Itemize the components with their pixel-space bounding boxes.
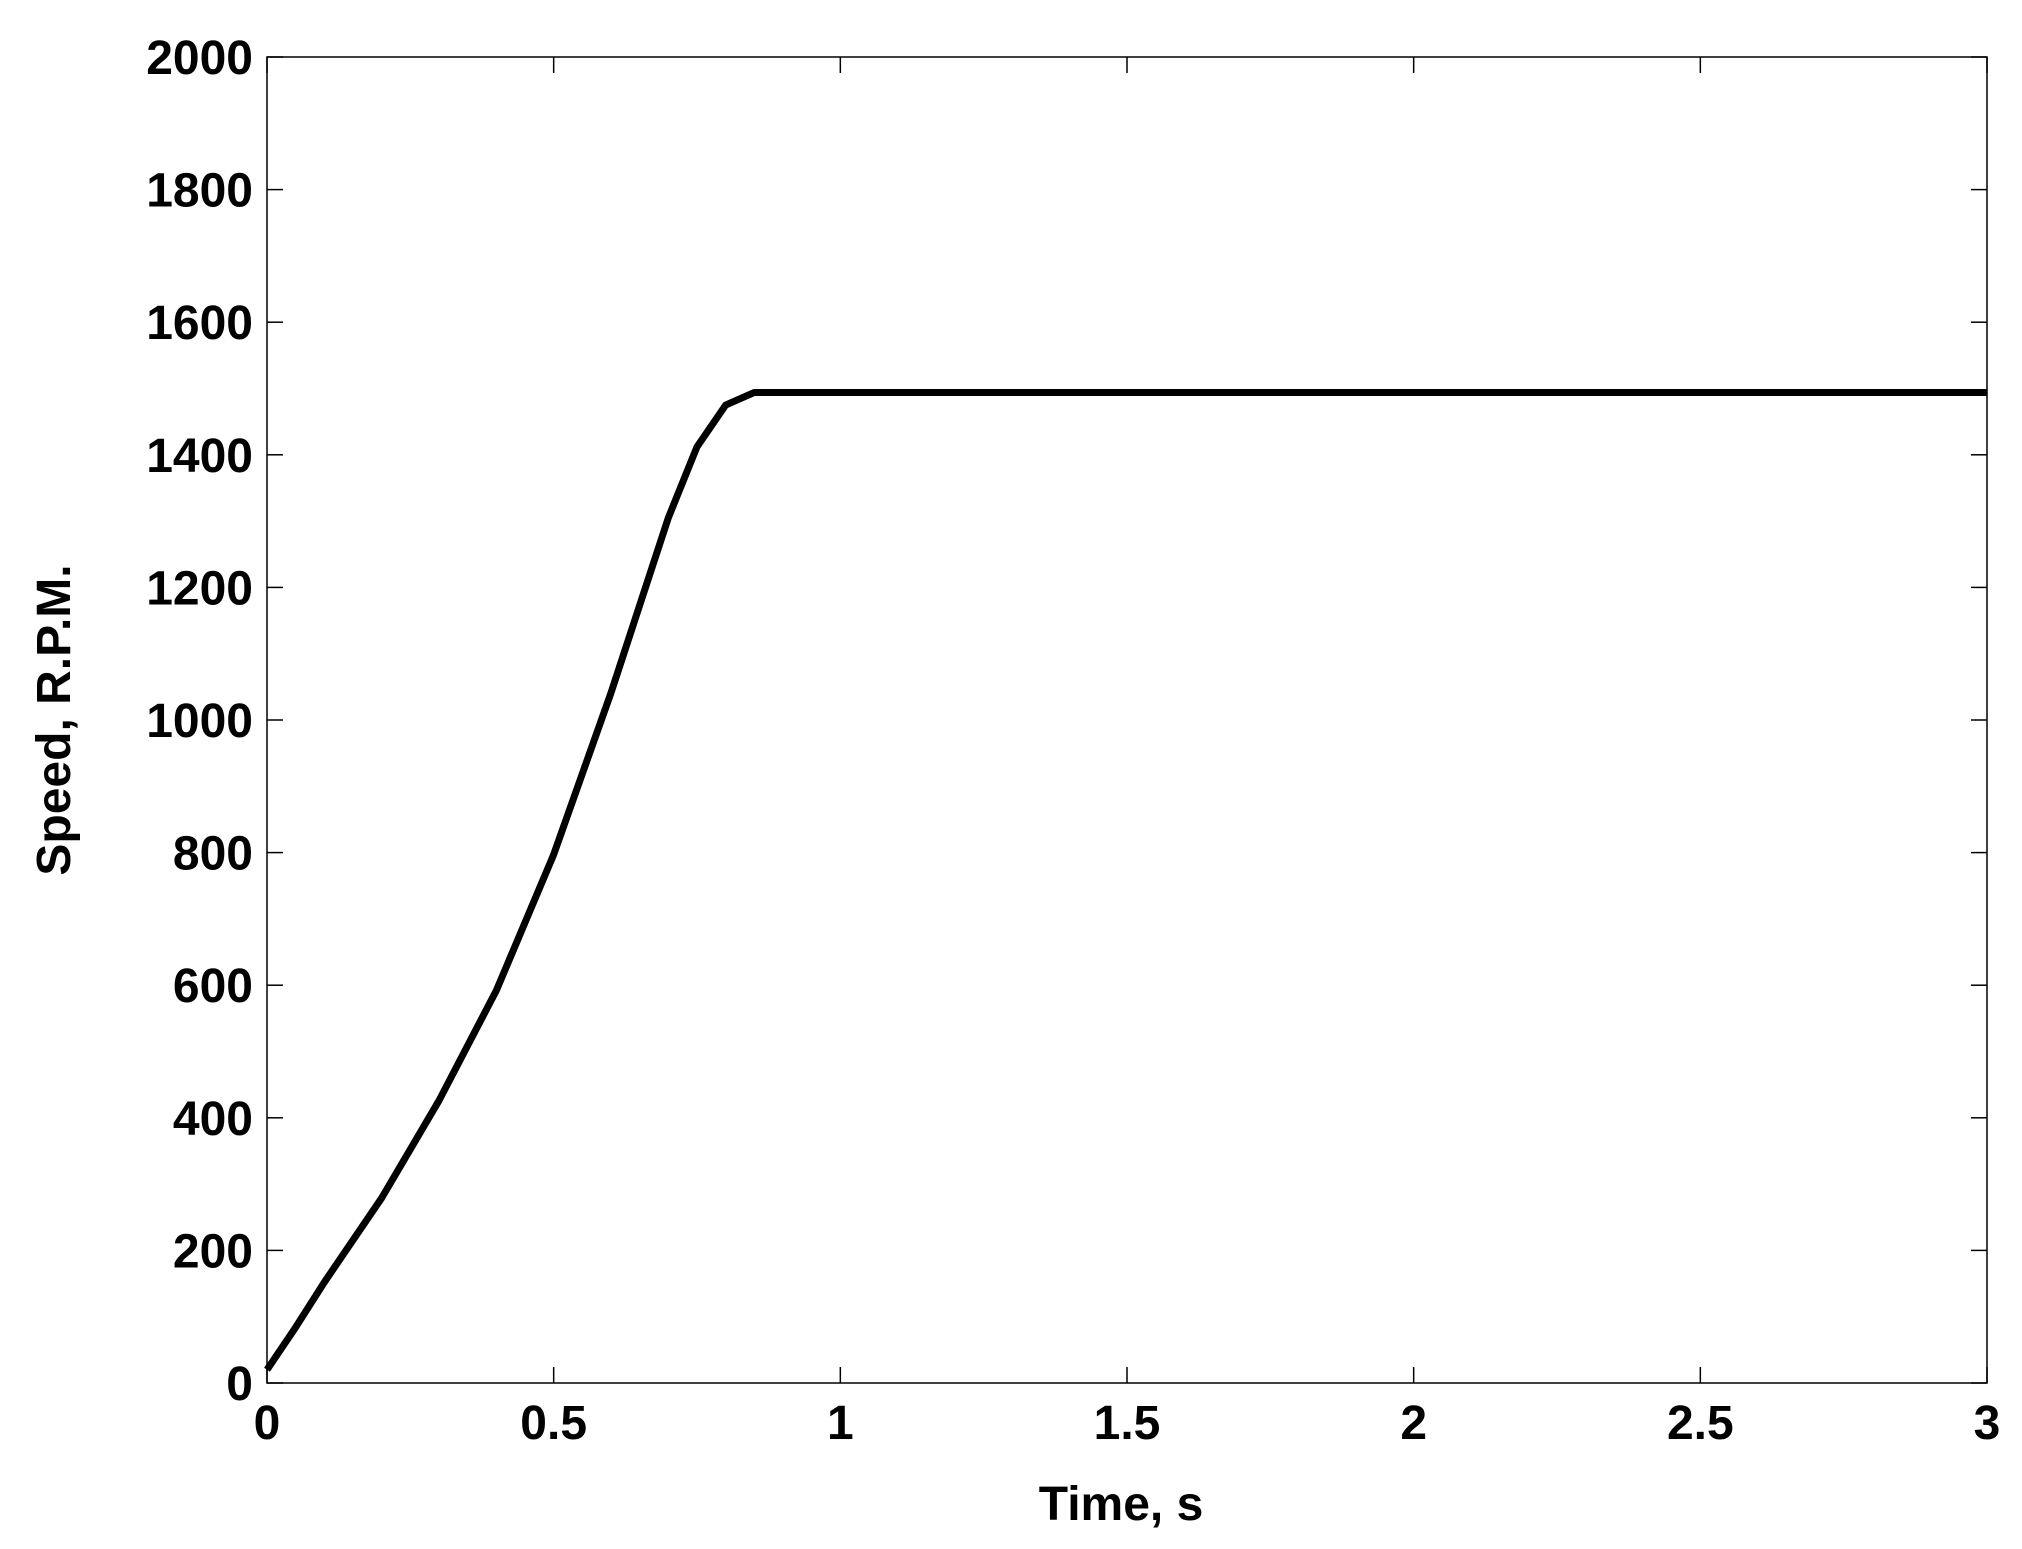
x-tick-label: 1.5 — [1094, 1397, 1161, 1450]
x-tick-label: 2.5 — [1667, 1397, 1734, 1450]
y-tick-label: 200 — [173, 1225, 253, 1278]
y-tick-label: 600 — [173, 960, 253, 1013]
x-tick-label: 3 — [1974, 1397, 2001, 1450]
plot-frame — [266, 56, 1988, 1384]
data-line — [264, 388, 1987, 1372]
y-tick-label: 1400 — [146, 430, 253, 483]
y-tick-label: 2000 — [146, 32, 253, 85]
x-tick-label: 2 — [1400, 1397, 1427, 1450]
y-tick-label: 1200 — [146, 562, 253, 615]
x-tick-label: 0.5 — [520, 1397, 587, 1450]
y-tick-label: 1000 — [146, 695, 253, 748]
x-axis-label: Time, s — [1039, 1478, 1204, 1531]
y-tick-label: 1600 — [146, 297, 253, 350]
y-tick-label: 800 — [173, 828, 253, 881]
y-tick-label: 1800 — [146, 165, 253, 218]
y-axis-label: Speed, R.P.M. — [28, 564, 81, 875]
x-tick-label: 1 — [827, 1397, 854, 1450]
x-tick-label: 0 — [254, 1397, 281, 1450]
y-tick-label: 0 — [226, 1358, 253, 1411]
y-tick-label: 400 — [173, 1093, 253, 1146]
